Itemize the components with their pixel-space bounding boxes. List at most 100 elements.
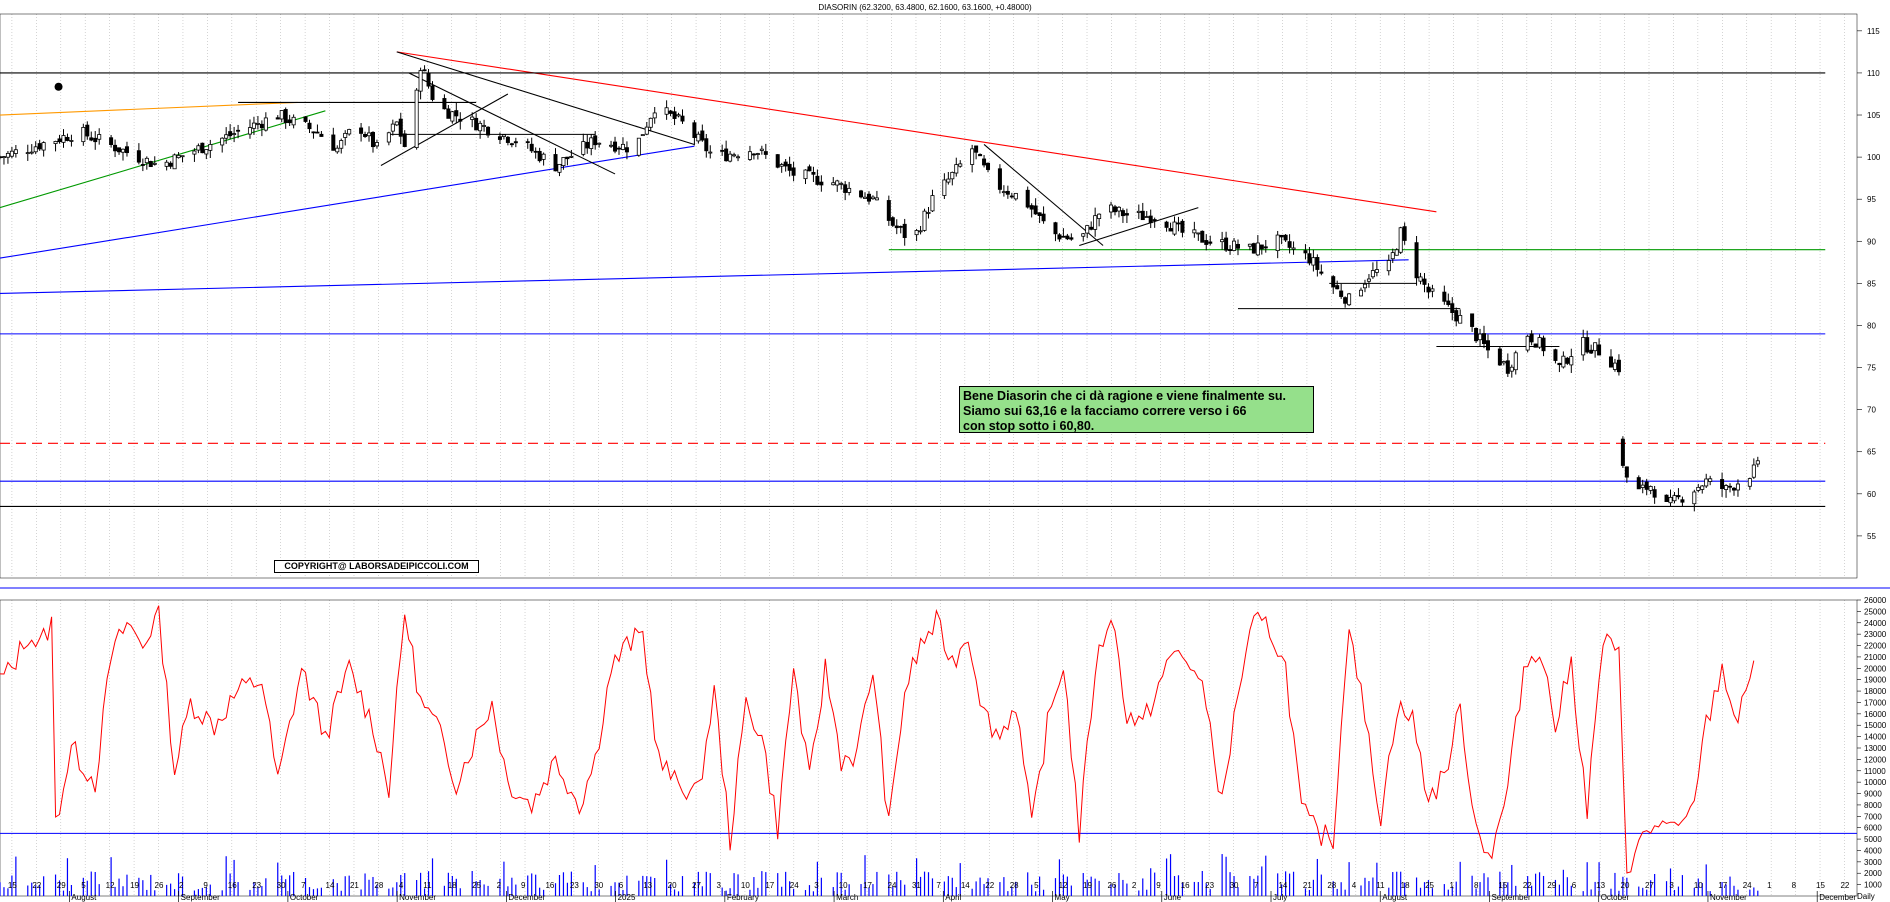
- x-day-label: 9: [521, 881, 526, 890]
- candle-body: [863, 196, 868, 199]
- candle-body: [53, 141, 58, 144]
- candle-body: [1200, 230, 1205, 243]
- candle-body: [1497, 348, 1502, 366]
- candle-body: [144, 157, 149, 164]
- candle-body: [315, 131, 320, 134]
- x-day-label: 30: [277, 881, 286, 890]
- trendline: [380, 93, 509, 167]
- candle-body: [1228, 249, 1233, 252]
- candle-body: [1529, 333, 1534, 343]
- candle-body: [1501, 361, 1506, 364]
- x-day-label: 24: [1743, 881, 1752, 890]
- candle-body: [1061, 235, 1066, 238]
- candle-body: [664, 107, 669, 115]
- candle-body: [1009, 195, 1014, 198]
- candle-body: [69, 140, 74, 142]
- x-month-label: June: [1164, 893, 1182, 902]
- candle-body: [121, 148, 126, 153]
- y-tick-label-price: 80: [1867, 321, 1876, 330]
- candle-body: [609, 144, 614, 147]
- candle-body: [922, 210, 927, 231]
- candle-body: [1319, 271, 1324, 274]
- candle-body: [1430, 288, 1435, 292]
- y-tick-label-volume: 11000: [1864, 767, 1886, 776]
- candle-body: [259, 123, 264, 129]
- candle-body: [529, 143, 534, 152]
- candle-body: [835, 180, 840, 186]
- y-tick-label-price: 75: [1867, 364, 1876, 373]
- candle-body: [1616, 359, 1621, 373]
- candle-body: [589, 137, 594, 149]
- candle-body: [359, 127, 364, 134]
- candle-body: [1204, 240, 1209, 245]
- x-day-label: 13: [1596, 881, 1605, 890]
- candle-body: [390, 123, 395, 132]
- candle-body: [81, 127, 86, 143]
- candle-body: [1569, 356, 1574, 366]
- candle-body: [1029, 205, 1034, 210]
- candle-body: [9, 150, 14, 157]
- candle-body: [811, 171, 816, 175]
- x-month-label: October: [1601, 893, 1630, 902]
- candle-body: [1581, 337, 1586, 356]
- candle-body: [291, 116, 296, 126]
- candle-body: [728, 153, 733, 162]
- candle-body: [474, 117, 479, 131]
- candle-body: [1236, 243, 1241, 249]
- x-day-label: 26: [1107, 881, 1116, 890]
- y-tick-label-volume: 22000: [1864, 642, 1887, 651]
- y-tick-label-volume: 13000: [1864, 744, 1887, 753]
- candle-body: [1640, 484, 1645, 488]
- y-tick-label-volume: 15000: [1864, 721, 1887, 730]
- annotation-box: Bene Diasorin che ci dà ragione e viene …: [959, 386, 1314, 433]
- candle-body: [275, 117, 280, 120]
- y-tick-label-volume: 7000: [1864, 812, 1882, 821]
- x-day-label: 17: [1718, 881, 1727, 890]
- candle-body: [418, 70, 423, 92]
- candle-body: [1394, 249, 1399, 256]
- trendline: [1079, 207, 1199, 247]
- y-tick-label-price: 90: [1867, 237, 1876, 246]
- y-tick-label-price: 70: [1867, 406, 1876, 415]
- candle-body: [918, 230, 923, 233]
- candle-body: [93, 137, 98, 143]
- candle-body: [196, 145, 201, 151]
- candle-body: [442, 98, 447, 110]
- x-month-label: July: [1273, 893, 1287, 902]
- candle-body: [1724, 485, 1729, 490]
- trendline: [396, 51, 1437, 213]
- candle-body: [898, 225, 903, 228]
- candle-body: [200, 142, 205, 154]
- x-day-label: 5: [81, 881, 86, 890]
- candle-body: [0, 156, 3, 159]
- candle-body: [1482, 333, 1487, 344]
- candle-body: [65, 136, 70, 141]
- candle-body: [585, 141, 590, 149]
- x-day-label: 15: [8, 881, 17, 890]
- y-tick-label-volume: 21000: [1864, 653, 1887, 662]
- y-tick-label-price: 95: [1867, 195, 1876, 204]
- candle-body: [720, 150, 725, 152]
- x-day-label: 3: [716, 881, 721, 890]
- candle-body: [1057, 234, 1062, 240]
- candle-body: [279, 110, 284, 120]
- candle-body: [676, 114, 681, 117]
- candle-body: [109, 137, 114, 145]
- candle-body: [787, 163, 792, 171]
- candle-body: [1339, 290, 1344, 297]
- x-day-label: 28: [374, 881, 383, 890]
- y-tick-label-volume: 18000: [1864, 687, 1887, 696]
- candle-body: [1359, 289, 1364, 297]
- marker-label: 3: [57, 83, 62, 92]
- candle-body: [668, 110, 673, 114]
- candle-body: [926, 212, 931, 214]
- x-day-label: 17: [765, 881, 774, 890]
- candle-body: [192, 150, 197, 155]
- x-day-label: 25: [472, 881, 481, 890]
- candle-body: [970, 148, 975, 165]
- candle-body: [1446, 300, 1451, 305]
- annotation-line-3: con stop sotto i 60,80.: [963, 419, 1095, 433]
- candle-body: [1124, 213, 1129, 216]
- candle-body: [1470, 313, 1475, 327]
- candle-body: [533, 150, 538, 153]
